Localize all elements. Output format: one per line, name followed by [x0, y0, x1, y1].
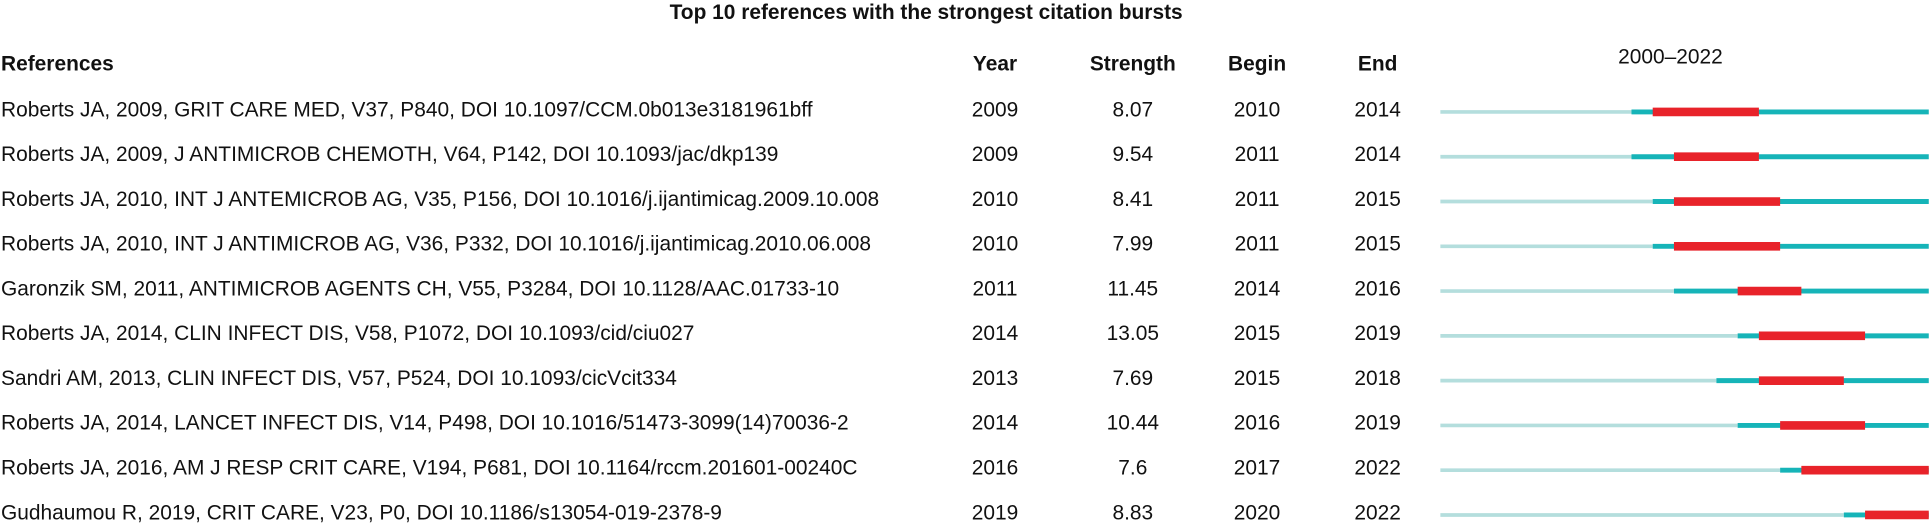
cell-begin: 2015: [1234, 322, 1281, 345]
cell-reference: Sandri AM, 2013, CLIN INFECT DIS, V57, P…: [1, 367, 677, 390]
cell-strength: 8.41: [1112, 188, 1153, 211]
title: Top 10 references with the strongest cit…: [670, 1, 1183, 24]
cell-begin: 2016: [1234, 412, 1281, 435]
cell-end: 2019: [1354, 412, 1401, 435]
cell-begin: 2010: [1234, 98, 1281, 121]
cell-year: 2009: [972, 143, 1019, 166]
cell-reference: Roberts JA, 2010, INT J ANTEMICROB AG, V…: [1, 188, 879, 211]
column-header: Year: [973, 53, 1017, 76]
cell-year: 2019: [972, 501, 1019, 524]
cell-reference: Roberts JA, 2010, INT J ANTIMICROB AG, V…: [1, 233, 871, 256]
cell-reference: Roberts JA, 2016, AM J RESP CRIT CARE, V…: [1, 456, 857, 479]
cell-strength: 9.54: [1112, 143, 1153, 166]
cell-begin: 2011: [1235, 143, 1280, 166]
cell-year: 2011: [973, 277, 1018, 300]
column-header: References: [1, 53, 114, 76]
cell-begin: 2020: [1234, 501, 1281, 524]
cell-strength: 7.99: [1112, 233, 1153, 256]
cell-reference: Roberts JA, 2009, GRIT CARE MED, V37, P8…: [1, 98, 813, 121]
cell-year: 2014: [972, 412, 1019, 435]
cell-strength: 11.45: [1107, 277, 1158, 300]
cell-strength: 10.44: [1107, 412, 1160, 435]
column-header: End: [1358, 53, 1398, 76]
cell-strength: 7.69: [1112, 367, 1153, 390]
cell-begin: 2011: [1235, 233, 1280, 256]
cell-begin: 2014: [1234, 277, 1281, 300]
cell-begin: 2011: [1235, 188, 1280, 211]
period-label: 2000–2022: [1618, 45, 1723, 68]
cell-strength: 8.83: [1112, 501, 1153, 524]
cell-strength: 13.05: [1107, 322, 1159, 345]
cell-end: 2015: [1354, 233, 1401, 256]
cell-year: 2013: [972, 367, 1019, 390]
cell-year: 2009: [972, 98, 1019, 121]
cell-reference: Roberts JA, 2009, J ANTIMICROB CHEMOTH, …: [1, 143, 778, 166]
cell-reference: Garonzik SM, 2011, ANTIMICROB AGENTS CH,…: [1, 277, 839, 300]
cell-end: 2014: [1354, 143, 1401, 166]
cell-end: 2018: [1354, 367, 1401, 390]
cell-end: 2022: [1354, 501, 1401, 524]
cell-reference: Roberts JA, 2014, CLIN INFECT DIS, V58, …: [1, 322, 694, 345]
cell-year: 2016: [972, 456, 1019, 479]
cell-year: 2014: [972, 322, 1019, 345]
column-header: Begin: [1228, 53, 1286, 76]
cell-year: 2010: [972, 188, 1019, 211]
cell-reference: Roberts JA, 2014, LANCET INFECT DIS, V14…: [1, 412, 849, 435]
cell-end: 2022: [1354, 456, 1401, 479]
cell-strength: 7.6: [1118, 456, 1147, 479]
cell-reference: Gudhaumou R, 2019, CRIT CARE, V23, P0, D…: [1, 501, 722, 524]
cell-end: 2014: [1354, 98, 1401, 121]
column-header: Strength: [1090, 53, 1176, 76]
cell-end: 2019: [1354, 322, 1401, 345]
cell-begin: 2017: [1234, 456, 1281, 479]
cell-year: 2010: [972, 233, 1019, 256]
cell-strength: 8.07: [1112, 98, 1153, 121]
cell-begin: 2015: [1234, 367, 1281, 390]
cell-end: 2016: [1354, 277, 1401, 300]
cell-end: 2015: [1354, 188, 1401, 211]
